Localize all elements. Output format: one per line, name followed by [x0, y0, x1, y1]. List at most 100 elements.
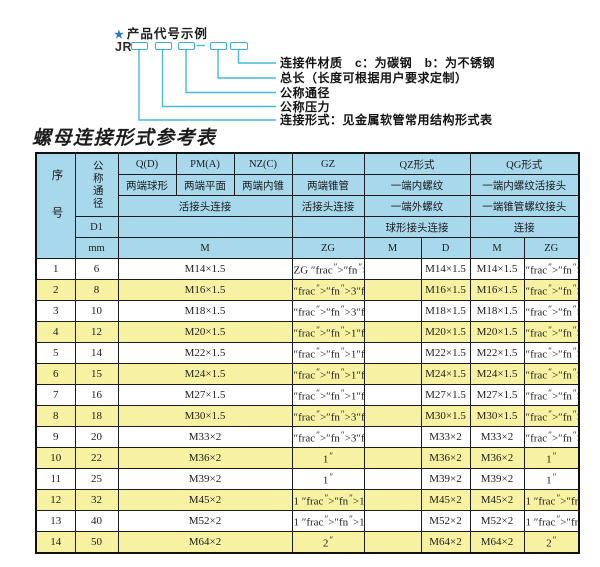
- header-pm-desc: 两端平面: [175, 174, 235, 196]
- table-cell: 14: [74, 342, 119, 364]
- table-cell: ″frac″>″fn″>3″fd″>4″: [523, 426, 580, 448]
- table-cell: M22×1.5: [469, 342, 525, 364]
- table-cell: 12: [74, 321, 119, 343]
- header-dn: 公称通径: [74, 152, 119, 217]
- table-cell: M16×1.5: [117, 279, 293, 301]
- code-box-3: [178, 42, 195, 50]
- table-cell: M18×1.5: [117, 300, 293, 322]
- header-pm-code: PM(A): [175, 152, 235, 175]
- table-cell: 6: [35, 363, 76, 385]
- table-cell: 16: [74, 384, 119, 406]
- table-cell: M52×2: [117, 510, 293, 532]
- header-q-desc: 两端球形: [117, 174, 177, 196]
- table-cell: 8: [35, 405, 76, 427]
- table-cell: M45×2: [420, 489, 471, 511]
- diagram-label-diameter: 公称通径: [280, 85, 331, 100]
- table-cell: M36×2: [117, 447, 293, 469]
- table-cell: ″frac″>″fn″>1″fd″>2″: [523, 384, 580, 406]
- table-cell: M52×2: [420, 510, 471, 532]
- table-cell: ″frac″>″fn″>3″fd″>4″: [291, 405, 365, 427]
- product-code-prefix: JR: [115, 40, 132, 54]
- table-cell: 3: [35, 300, 76, 322]
- table-cell: ″frac″>″fn″>1″fd″>2″: [291, 384, 365, 406]
- table-cell: [363, 510, 422, 532]
- table-cell: M24×1.5: [469, 363, 525, 385]
- code-box-1: [131, 42, 148, 50]
- header-nz-code: NZ(C): [233, 152, 293, 175]
- table-cell: ZG ″frac″>″fn″>1″fd″>4″: [291, 258, 365, 280]
- header-d1: D1: [74, 216, 119, 238]
- table-cell: ″frac″>″fn″>3″fd″>8″: [523, 300, 580, 322]
- table-cell: 1 ″frac″>″fn″>1″fd″>4″: [523, 489, 580, 511]
- product-code-heading: ★ 产品代号示例: [114, 23, 208, 42]
- table-cell: [363, 489, 422, 511]
- table-cell: M52×2: [469, 510, 525, 532]
- table-cell: 8: [74, 279, 119, 301]
- table-cell: M33×2: [117, 426, 293, 448]
- header-unit-zg: ZG: [291, 237, 365, 259]
- table-cell: 6: [74, 258, 119, 280]
- table-cell: 9: [35, 426, 76, 448]
- table-cell: ″frac″>″fn″>1″fd″>2″: [291, 363, 365, 385]
- table-cell: [363, 468, 422, 490]
- table-cell: ″frac″>″fn″>3″fd″>8″: [291, 300, 365, 322]
- header-nz-desc: 两端内锥: [233, 174, 293, 196]
- header-qz-unit-d: D: [420, 237, 471, 259]
- table-cell: M39×2: [420, 468, 471, 490]
- table-cell: 12: [35, 489, 76, 511]
- table-cell: [363, 531, 422, 554]
- table-cell: 10: [74, 300, 119, 322]
- connector-lines: [138, 44, 276, 121]
- table-cell: ″frac″>″fn″>1″fd″>2″: [523, 321, 580, 343]
- table-row: 412M20×1.5″frac″>″fn″>1″fd″>2″M20×1.5M20…: [35, 321, 580, 343]
- diagram-label-pressure: 公称压力: [280, 99, 331, 114]
- table-cell: M20×1.5: [117, 321, 293, 343]
- diagram-label-conn-form: 连接形式：见金属软管常用结构形式表: [280, 113, 493, 127]
- table-row: 615M24×1.5″frac″>″fn″>1″fd″>2″M24×1.5M24…: [35, 363, 580, 385]
- table-cell: [363, 447, 422, 469]
- header-q-code: Q(D): [117, 152, 177, 175]
- table-cell: M27×1.5: [117, 384, 293, 406]
- header-seq: 序号: [35, 152, 76, 259]
- table-cell: 11: [35, 468, 76, 490]
- table-cell: 2″: [523, 531, 580, 554]
- reference-table: 序号 公称通径 Q(D) PM(A) NZ(C) GZ QZ形式 QG形式 两端…: [35, 152, 581, 554]
- table-cell: M30×1.5: [117, 405, 293, 427]
- table-cell: 20: [74, 426, 119, 448]
- table-cell: 40: [74, 510, 119, 532]
- header-qg-row3: 一端锥管螺纹接头: [469, 195, 580, 217]
- table-cell: M14×1.5: [420, 258, 471, 280]
- header-qz-code: QZ形式: [363, 152, 471, 175]
- table-cell: M36×2: [469, 447, 525, 469]
- table-cell: [363, 300, 422, 322]
- table-cell: 1 ″frac″>″fn″>1″fd″>2″: [291, 510, 365, 532]
- table-cell: ″frac″>″fn″>1″fd″>2″: [291, 321, 365, 343]
- table-cell: 18: [74, 405, 119, 427]
- table-cell: 1″: [291, 447, 365, 469]
- table-cell: M20×1.5: [469, 321, 525, 343]
- table-cell: M64×2: [117, 531, 293, 554]
- table-cell: M14×1.5: [469, 258, 525, 280]
- table-cell: 10: [35, 447, 76, 469]
- header-qg-code: QG形式: [469, 152, 580, 175]
- table-cell: ″frac″>″fn″>1″fd″>2″: [291, 342, 365, 364]
- table-cell: [363, 384, 422, 406]
- table-cell: M27×1.5: [469, 384, 525, 406]
- table-cell: [363, 405, 422, 427]
- table-cell: 1″: [523, 447, 580, 469]
- header-gz-code: GZ: [291, 152, 365, 175]
- table-cell: M33×2: [469, 426, 525, 448]
- table-cell: ″frac″>″fn″>1″fd″>4″: [523, 258, 580, 280]
- table-cell: 13: [35, 510, 76, 532]
- header-qz-unit-m: M: [363, 237, 422, 259]
- table-cell: M22×1.5: [117, 342, 293, 364]
- header-gz-union: 活接头连接: [291, 195, 365, 217]
- table-cell: 50: [74, 531, 119, 554]
- table-cell: 1: [35, 258, 76, 280]
- table-row: 920M33×2″frac″>″fn″>3″fd″>4″M33×2M33×2″f…: [35, 426, 580, 448]
- table-cell: [363, 279, 422, 301]
- table-cell: M22×1.5: [420, 342, 471, 364]
- table-cell: ″frac″>″fn″>3″fd″>4″: [523, 405, 580, 427]
- header-union-joint: 活接头连接: [117, 195, 293, 217]
